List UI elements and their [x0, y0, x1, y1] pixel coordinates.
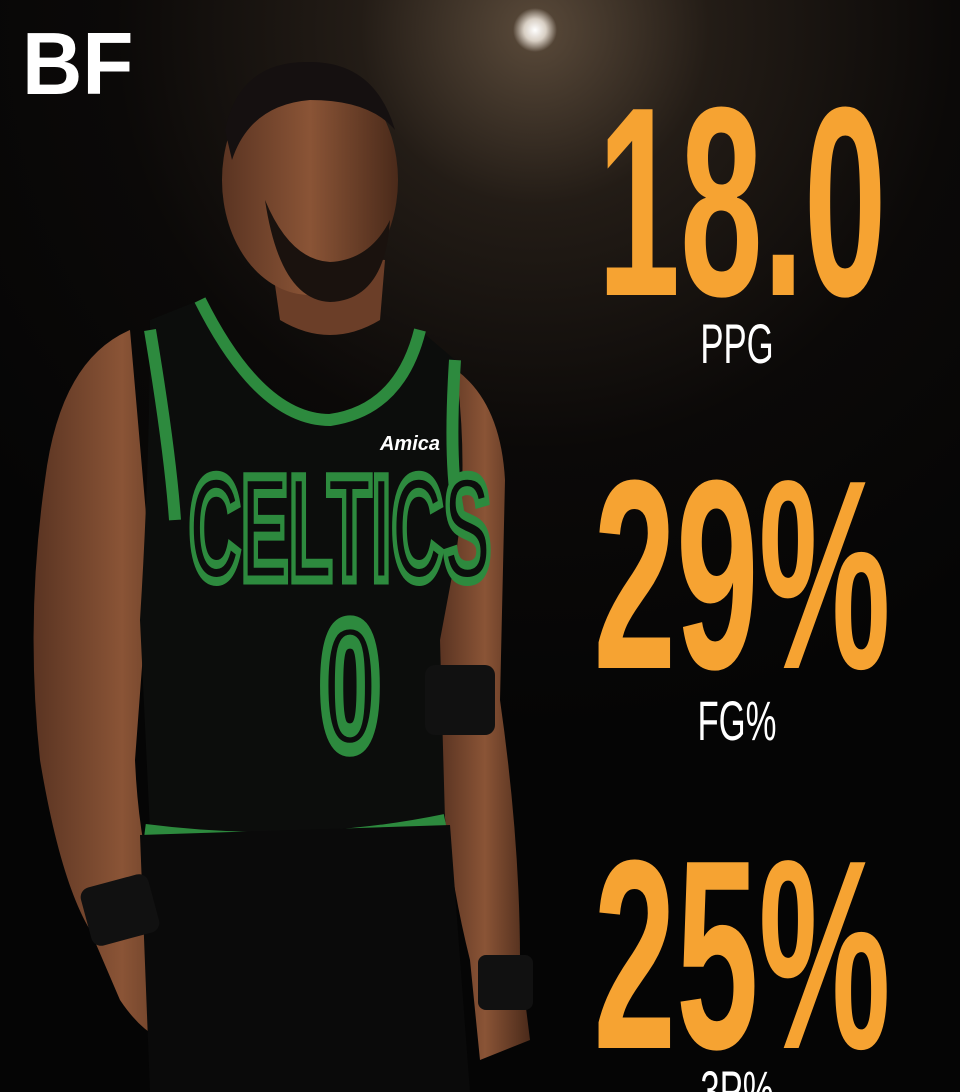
jersey-team: CELTICS: [189, 444, 492, 612]
jersey-sponsor: Amica: [379, 433, 440, 455]
stat-value: 25%: [593, 805, 890, 1092]
stat-label: 3P%: [700, 1060, 773, 1092]
stat-value: 29%: [593, 425, 890, 726]
logo: BF: [22, 15, 133, 113]
player-photo: Amica CELTICS 0: [33, 61, 533, 1092]
stat-value: 18.0: [597, 52, 886, 353]
stat-label: FG%: [697, 690, 776, 753]
jersey-number: 0: [320, 587, 380, 787]
spotlight: [513, 8, 557, 52]
stat-label: PPG: [700, 313, 773, 376]
